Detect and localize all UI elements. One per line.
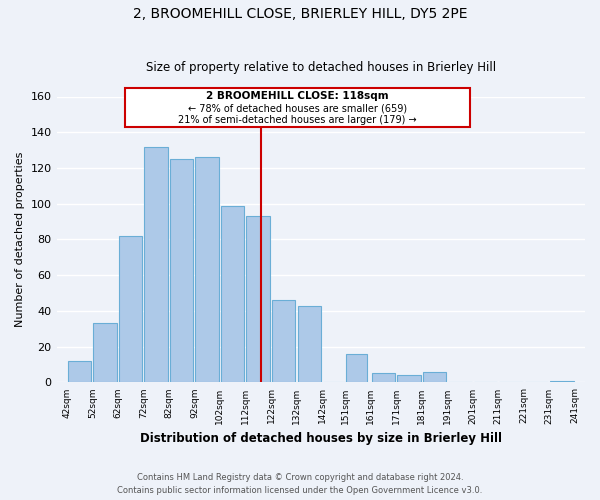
FancyBboxPatch shape [125,88,470,127]
Bar [170,159,193,382]
Title: Size of property relative to detached houses in Brierley Hill: Size of property relative to detached ho… [146,62,496,74]
Text: 2, BROOMEHILL CLOSE, BRIERLEY HILL, DY5 2PE: 2, BROOMEHILL CLOSE, BRIERLEY HILL, DY5 … [133,8,467,22]
Text: Contains HM Land Registry data © Crown copyright and database right 2024.
Contai: Contains HM Land Registry data © Crown c… [118,473,482,495]
Bar [550,380,574,382]
Bar [196,158,219,382]
Bar [346,354,367,382]
Bar [68,361,91,382]
Bar [94,324,117,382]
X-axis label: Distribution of detached houses by size in Brierley Hill: Distribution of detached houses by size … [140,432,502,445]
Bar [247,216,270,382]
Bar [422,372,446,382]
Bar [145,146,168,382]
Bar [371,374,395,382]
Text: 21% of semi-detached houses are larger (179) →: 21% of semi-detached houses are larger (… [178,116,417,126]
Text: 2 BROOMEHILL CLOSE: 118sqm: 2 BROOMEHILL CLOSE: 118sqm [206,91,389,101]
Y-axis label: Number of detached properties: Number of detached properties [15,152,25,327]
Bar [298,306,321,382]
Bar [272,300,295,382]
Text: ← 78% of detached houses are smaller (659): ← 78% of detached houses are smaller (65… [188,104,407,114]
Bar [119,236,142,382]
Bar [221,206,244,382]
Bar [397,376,421,382]
